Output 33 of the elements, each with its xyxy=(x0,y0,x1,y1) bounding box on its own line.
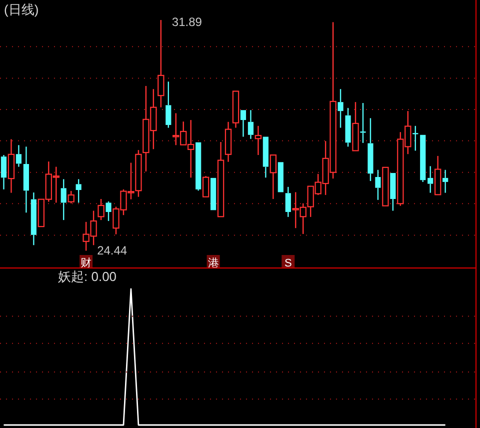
candlestick xyxy=(166,81,172,128)
chart-title: (日线) xyxy=(4,2,39,17)
candlestick xyxy=(390,172,396,212)
x-tick-label: 港 xyxy=(208,256,219,270)
candlestick xyxy=(254,125,262,156)
candlestick xyxy=(248,110,254,140)
candlestick xyxy=(442,169,448,194)
candlestick xyxy=(232,90,240,128)
x-tick-label: S xyxy=(284,258,292,270)
candlestick xyxy=(224,121,232,162)
candlestick xyxy=(278,162,284,192)
candlestick xyxy=(240,110,246,138)
candlestick xyxy=(217,141,224,218)
candlestick xyxy=(270,154,277,200)
x-tick-label: 财 xyxy=(80,256,92,270)
candlestick xyxy=(30,192,36,246)
candlestick xyxy=(0,154,7,190)
candlestick xyxy=(23,146,29,214)
candlestick xyxy=(196,142,202,192)
candlestick xyxy=(262,136,268,178)
candlestick xyxy=(382,166,389,206)
candlestick xyxy=(352,101,359,152)
annotation: 31.89 xyxy=(172,15,202,29)
candlestick xyxy=(428,166,434,194)
candlestick xyxy=(16,144,22,168)
candlestick xyxy=(338,88,344,128)
candlestick xyxy=(210,178,216,210)
candlestick xyxy=(8,138,15,194)
candlestick xyxy=(158,19,164,108)
candlestick xyxy=(434,155,442,196)
candlestick xyxy=(202,175,210,198)
annotation: 24.44 xyxy=(97,244,128,258)
chart-title: 妖起: 0.00 xyxy=(58,269,117,284)
